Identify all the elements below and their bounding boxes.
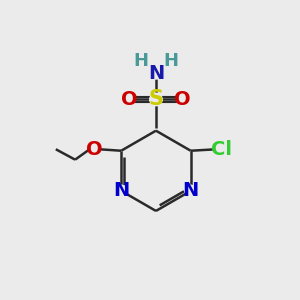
Circle shape — [177, 94, 188, 105]
Circle shape — [116, 185, 127, 196]
Circle shape — [151, 68, 161, 79]
Text: H: H — [163, 52, 178, 70]
Circle shape — [89, 144, 100, 154]
Circle shape — [214, 141, 230, 158]
Text: H: H — [134, 52, 148, 70]
Text: N: N — [113, 182, 129, 200]
Circle shape — [185, 185, 196, 196]
Text: O: O — [174, 90, 190, 109]
Text: Cl: Cl — [212, 140, 233, 159]
Text: N: N — [183, 182, 199, 200]
Circle shape — [150, 93, 162, 106]
Text: O: O — [122, 90, 138, 109]
Text: S: S — [148, 89, 164, 110]
Circle shape — [124, 94, 135, 105]
Text: O: O — [86, 140, 103, 159]
Text: N: N — [148, 64, 164, 83]
